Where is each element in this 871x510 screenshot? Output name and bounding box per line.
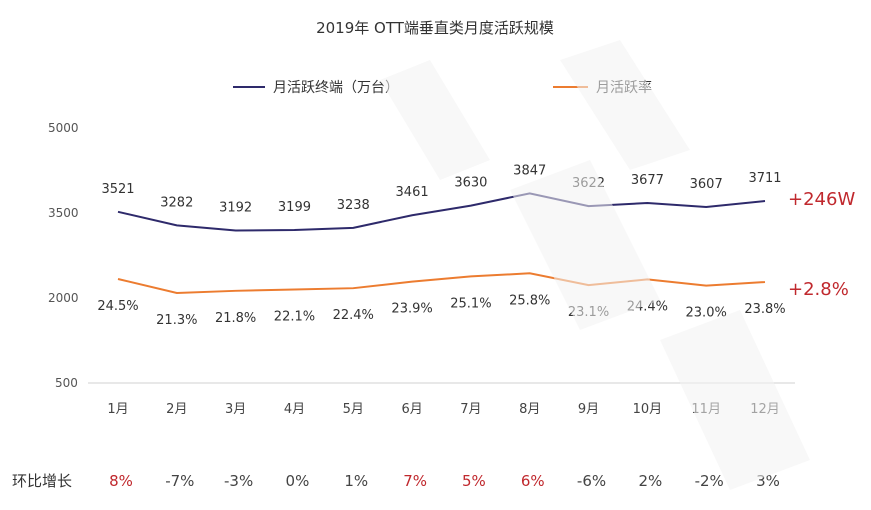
growth-value: -3% (224, 472, 253, 490)
legend: 月活跃终端（万台） 月活跃率 (233, 79, 652, 96)
data-label-rate: 21.8% (215, 311, 256, 326)
data-label-rate: 22.4% (333, 308, 374, 323)
chart-title: 2019年 OTT端垂直类月度活跃规模 (316, 19, 554, 37)
growth-value: 1% (344, 472, 368, 490)
x-axis: 1月 2月 3月 4月 5月 6月 7月 8月 9月 10月 11月 12月 (107, 402, 779, 417)
x-tick-label: 11月 (691, 402, 721, 417)
series-line-terminals (117, 192, 766, 232)
data-label-rate: 22.1% (274, 310, 315, 325)
data-label-rate: 25.8% (509, 293, 550, 308)
y-axis: 5000 3500 2000 500 (48, 121, 79, 390)
growth-value: 5% (462, 472, 486, 490)
growth-value: -2% (695, 472, 724, 490)
growth-value: 0% (286, 472, 310, 490)
growth-value: 6% (521, 472, 545, 490)
data-label-rate: 25.1% (450, 296, 491, 311)
data-label-rate: 23.0% (686, 306, 727, 321)
end-annotation-terminals: +246W (788, 189, 855, 210)
growth-value: -7% (165, 472, 194, 490)
data-labels: 3521 3282 3192 3199 3238 3461 3630 3847 3622 3677… (97, 163, 785, 328)
growth-value: 8% (109, 472, 133, 490)
x-tick-label: 3月 (225, 402, 246, 417)
x-tick-label: 5月 (343, 402, 364, 417)
data-label-terminals: 3677 (631, 173, 664, 188)
data-label-rate: 24.4% (627, 299, 668, 314)
x-tick-label: 10月 (633, 402, 663, 417)
data-label-terminals: 3199 (278, 200, 311, 215)
data-label-terminals: 3461 (396, 185, 429, 200)
data-label-rate: 23.1% (568, 305, 609, 320)
data-label-terminals: 3711 (748, 171, 781, 186)
growth-row-label: 环比增长 (12, 472, 72, 490)
data-label-rate: 21.3% (156, 313, 197, 328)
data-label-terminals: 3622 (572, 176, 605, 191)
series-line-rate (117, 272, 766, 295)
growth-value: 7% (403, 472, 427, 490)
legend-label-terminals: 月活跃终端（万台） (273, 80, 399, 96)
x-tick-label: 7月 (460, 402, 481, 417)
data-label-terminals: 3630 (454, 176, 487, 191)
x-tick-label: 4月 (284, 402, 305, 417)
x-tick-label: 9月 (578, 402, 599, 417)
x-tick-label: 1月 (107, 402, 128, 417)
series-lines (117, 192, 766, 295)
data-label-rate: 23.9% (391, 302, 432, 317)
data-label-terminals: 3238 (337, 198, 370, 213)
x-tick-label: 8月 (519, 402, 540, 417)
data-label-terminals: 3192 (219, 200, 252, 215)
data-label-terminals: 3847 (513, 163, 546, 178)
growth-value: -6% (577, 472, 606, 490)
data-label-rate: 23.8% (744, 302, 785, 317)
growth-row: 8% -7% -3% 0% 1% 7% 5% 6% -6% 2% -2% 3% (109, 472, 780, 490)
x-tick-label: 12月 (750, 402, 780, 417)
data-label-rate: 24.5% (97, 299, 138, 314)
growth-value: 3% (756, 472, 780, 490)
y-tick-label: 5000 (48, 121, 79, 135)
x-tick-label: 2月 (166, 402, 187, 417)
end-annotation-rate: +2.8% (788, 279, 849, 300)
y-tick-label: 2000 (48, 291, 79, 305)
y-tick-label: 3500 (48, 206, 79, 220)
x-tick-label: 6月 (401, 402, 422, 417)
data-label-terminals: 3282 (160, 195, 193, 210)
y-tick-label: 500 (55, 376, 78, 390)
data-label-terminals: 3521 (101, 182, 134, 197)
legend-label-rate: 月活跃率 (596, 79, 652, 96)
growth-value: 2% (638, 472, 662, 490)
data-label-terminals: 3607 (690, 177, 723, 192)
